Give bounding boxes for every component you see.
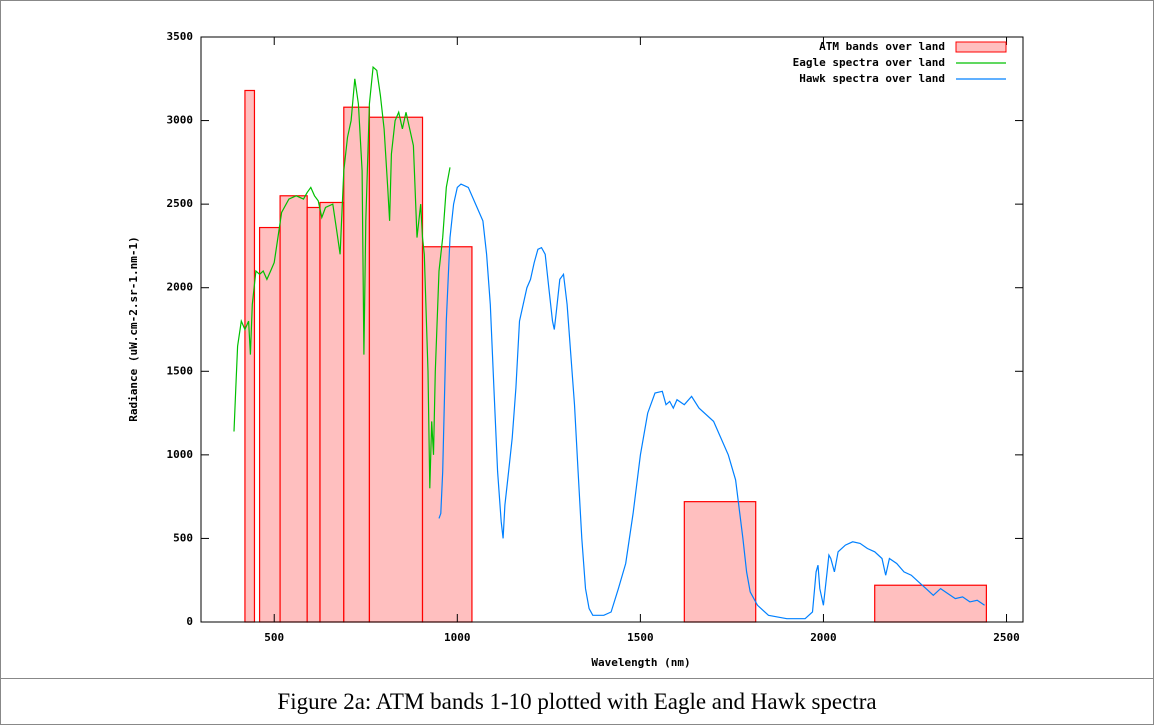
legend-label: ATM bands over land xyxy=(819,40,945,53)
band-bar xyxy=(368,116,424,623)
x-axis-label: Wavelength (nm) xyxy=(591,656,690,669)
band-bar xyxy=(244,89,256,623)
x-tick-label: 2000 xyxy=(810,631,837,644)
caption: Figure 2a: ATM bands 1-10 plotted with E… xyxy=(1,678,1153,724)
plot-frame xyxy=(200,36,1024,623)
chart: Wavelength (nm) Radiance (uW.cm-2.sr-1.n… xyxy=(127,30,1024,669)
y-tick-label: 2500 xyxy=(167,197,194,210)
y-tick-label: 3500 xyxy=(167,30,194,43)
y-tick-label: 1500 xyxy=(167,364,194,377)
band-bar xyxy=(319,201,345,623)
y-tick-label: 1000 xyxy=(167,448,194,461)
x-tick-label: 500 xyxy=(264,631,284,644)
band-bar xyxy=(683,501,757,623)
y-tick-label: 3000 xyxy=(167,114,194,127)
spectrum-line xyxy=(438,183,985,620)
x-tick-label: 1000 xyxy=(444,631,471,644)
band-bar xyxy=(258,226,281,623)
band-bar xyxy=(306,206,321,623)
band-bar xyxy=(343,106,371,623)
y-tick-label: 500 xyxy=(173,531,193,544)
legend-label: Hawk spectra over land xyxy=(799,72,945,85)
spectrum-line xyxy=(233,65,451,489)
band-bar xyxy=(279,195,308,623)
y-tick-label: 0 xyxy=(186,615,193,628)
band-bar xyxy=(874,584,987,623)
y-tick-label: 2000 xyxy=(167,281,194,294)
y-axis-label: Radiance (uW.cm-2.sr-1.nm-1) xyxy=(127,236,140,421)
legend-label: Eagle spectra over land xyxy=(793,56,945,69)
x-tick-label: 2500 xyxy=(993,631,1020,644)
legend-swatch xyxy=(955,41,1007,53)
x-tick-label: 1500 xyxy=(627,631,654,644)
